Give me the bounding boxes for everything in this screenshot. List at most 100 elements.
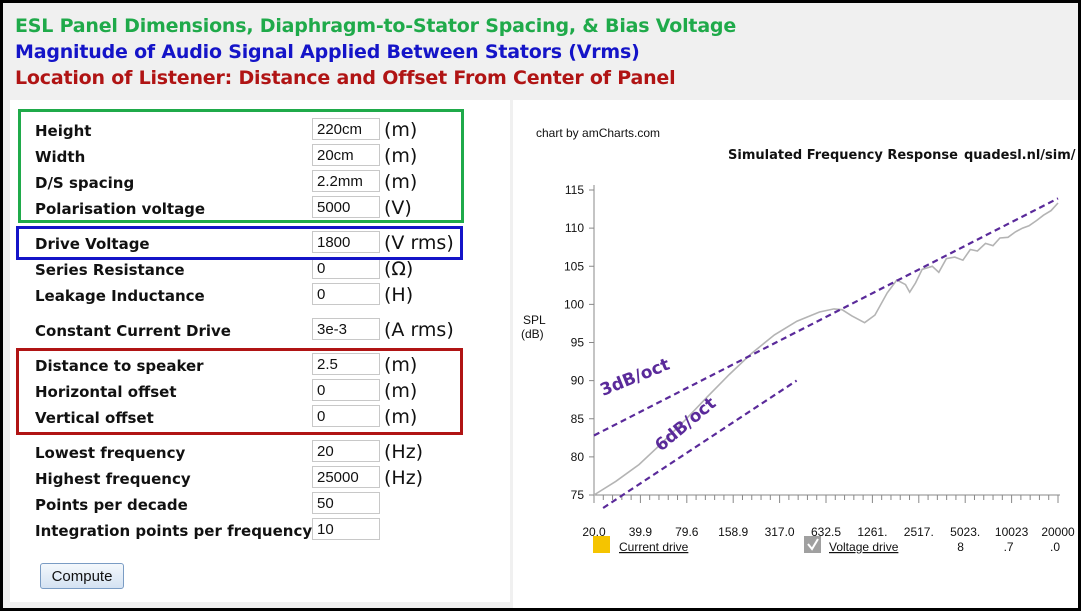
height-unit: (m)	[384, 119, 418, 141]
x-tick-label: 5023.	[950, 525, 980, 539]
lowest-frequency-unit: (Hz)	[384, 441, 424, 463]
width-unit: (m)	[384, 145, 418, 167]
horizontal-offset-unit: (m)	[384, 380, 418, 402]
row-constant-current: Constant Current Drive (A rms)	[10, 318, 510, 342]
app-panel: ESL Panel Dimensions, Diaphragm-to-Stato…	[3, 3, 1078, 608]
leakage-inductance-label: Leakage Inductance	[35, 287, 205, 305]
points-per-decade-input[interactable]	[312, 492, 380, 514]
legend-voltage-drive-swatch[interactable]	[804, 536, 821, 553]
heading-listener-location: Location of Listener: Distance and Offse…	[15, 67, 676, 89]
x-tick-label: 158.9	[718, 525, 748, 539]
width-input[interactable]	[312, 144, 380, 166]
integration-points-input[interactable]	[312, 518, 380, 540]
highest-frequency-unit: (Hz)	[384, 467, 424, 489]
highest-frequency-label: Highest frequency	[35, 470, 191, 488]
distance-label: Distance to speaker	[35, 357, 204, 375]
row-leakage-inductance: Leakage Inductance (H)	[10, 283, 510, 307]
ds-spacing-unit: (m)	[384, 171, 418, 193]
row-height: Height (m)	[10, 118, 510, 142]
series-line-6db-oct	[602, 379, 798, 509]
constant-current-unit: (A rms)	[384, 319, 454, 341]
heading-audio-signal: Magnitude of Audio Signal Applied Betwee…	[15, 41, 640, 63]
x-tick-label: 20000	[1041, 525, 1075, 539]
row-vertical-offset: Vertical offset (m)	[10, 405, 510, 429]
x-tick-label: 10023	[995, 525, 1029, 539]
polarisation-unit: (V)	[384, 197, 412, 219]
checkmark-icon	[807, 538, 819, 551]
row-integration-points: Integration points per frequency	[10, 518, 510, 542]
row-ds-spacing: D/S spacing (m)	[10, 170, 510, 194]
row-lowest-frequency: Lowest frequency (Hz)	[10, 440, 510, 464]
legend-current-drive-swatch[interactable]	[593, 536, 610, 553]
highest-frequency-input[interactable]	[312, 466, 380, 488]
distance-input[interactable]	[312, 353, 380, 375]
x-tick-label: 79.6	[675, 525, 699, 539]
drive-voltage-label: Drive Voltage	[35, 235, 150, 253]
constant-current-input[interactable]	[312, 318, 380, 340]
height-label: Height	[35, 122, 92, 140]
row-points-per-decade: Points per decade	[10, 492, 510, 516]
chart-axes: 75 80 85 90 95 100 105 110 115 20.0 39.9 79.6 158.9 3…	[564, 183, 1075, 554]
frequency-response-chart: chart by amCharts.com Simulated Frequenc…	[513, 100, 1078, 608]
parameters-form: Height (m) Width (m) D/S spacing (m) Pol…	[10, 100, 510, 602]
lowest-frequency-input[interactable]	[312, 440, 380, 462]
legend-voltage-drive-label[interactable]: Voltage drive	[829, 540, 899, 554]
annotation-6db-oct: 6dB/oct	[651, 394, 720, 456]
x-tick-label: 632.5	[811, 525, 841, 539]
vertical-offset-label: Vertical offset	[35, 409, 154, 427]
annotation-3db-oct: 3dB/oct	[597, 355, 672, 401]
y-tick-label: 95	[571, 336, 585, 350]
constant-current-label: Constant Current Drive	[35, 322, 231, 340]
chart-url: quadesl.nl/sim/	[964, 148, 1076, 163]
heading-panel-dimensions: ESL Panel Dimensions, Diaphragm-to-Stato…	[15, 15, 737, 37]
drive-voltage-input[interactable]	[312, 231, 380, 253]
x-tick-label: 317.0	[765, 525, 795, 539]
polarisation-input[interactable]	[312, 196, 380, 218]
vertical-offset-input[interactable]	[312, 405, 380, 427]
y-axis-label: SPL	[523, 313, 546, 327]
y-tick-label: 90	[571, 374, 585, 388]
chart-credit: chart by amCharts.com	[536, 126, 660, 140]
horizontal-offset-input[interactable]	[312, 379, 380, 401]
series-resistance-unit: (Ω)	[384, 258, 414, 280]
chart-svg: chart by amCharts.com Simulated Frequenc…	[521, 126, 1076, 554]
y-tick-label: 115	[565, 183, 584, 197]
chart-series	[593, 197, 1059, 509]
ds-spacing-input[interactable]	[312, 170, 380, 192]
polarisation-label: Polarisation voltage	[35, 200, 206, 218]
row-series-resistance: Series Resistance (Ω)	[10, 257, 510, 281]
row-horizontal-offset: Horizontal offset (m)	[10, 379, 510, 403]
chart-legend: Current drive Voltage drive	[593, 536, 899, 554]
y-tick-label: 100	[564, 297, 584, 311]
x-tick-label-continued: .0	[1050, 540, 1060, 554]
y-tick-label: 85	[571, 412, 585, 426]
horizontal-offset-label: Horizontal offset	[35, 383, 177, 401]
integration-points-label: Integration points per frequency	[35, 522, 313, 540]
leakage-inductance-input[interactable]	[312, 283, 380, 305]
ds-spacing-label: D/S spacing	[35, 174, 135, 192]
x-tick-label: 1261.	[857, 525, 887, 539]
series-resistance-input[interactable]	[312, 257, 380, 279]
chart-annotations: 3dB/oct 6dB/oct	[597, 355, 720, 456]
width-label: Width	[35, 148, 86, 166]
y-axis-label-unit: (dB)	[521, 327, 544, 341]
row-polarisation: Polarisation voltage (V)	[10, 196, 510, 220]
series-line-voltage-drive	[593, 202, 1059, 496]
leakage-inductance-unit: (H)	[384, 284, 414, 306]
row-highest-frequency: Highest frequency (Hz)	[10, 466, 510, 490]
series-resistance-label: Series Resistance	[35, 261, 185, 279]
height-input[interactable]	[312, 118, 380, 140]
compute-button[interactable]: Compute	[40, 563, 124, 589]
series-line-3db-oct	[593, 197, 1059, 437]
legend-current-drive-label[interactable]: Current drive	[619, 540, 689, 554]
distance-unit: (m)	[384, 354, 418, 376]
x-tick-label: 20.0	[582, 525, 606, 539]
chart-title: Simulated Frequency Response	[728, 148, 958, 163]
y-tick-label: 80	[571, 450, 585, 464]
x-tick-label-continued: 8	[957, 540, 964, 554]
points-per-decade-label: Points per decade	[35, 496, 188, 514]
row-drive-voltage: Drive Voltage (V rms)	[10, 231, 510, 255]
y-tick-label: 105	[564, 259, 584, 273]
row-width: Width (m)	[10, 144, 510, 168]
